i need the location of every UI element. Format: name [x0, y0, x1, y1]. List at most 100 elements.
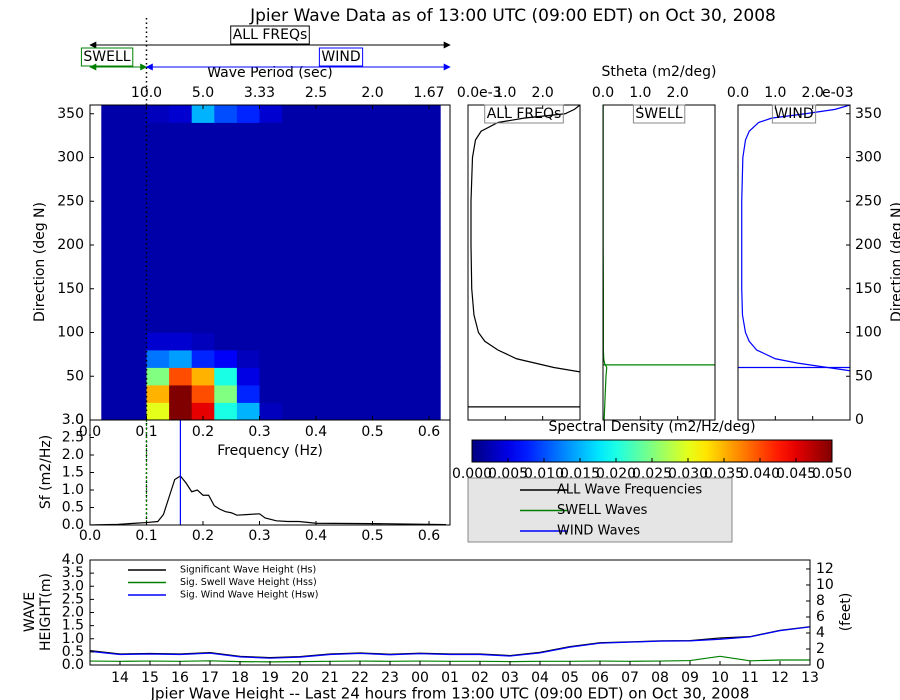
direction-curve [741, 105, 850, 372]
y-tick-label: 200 [57, 237, 84, 253]
heat-cell [282, 175, 306, 193]
heat-cell [214, 332, 238, 351]
heat-cell [101, 332, 125, 351]
heat-cell [191, 192, 215, 211]
heat-cell [417, 332, 441, 351]
x-tick-label: 0.6 [418, 528, 440, 544]
heat-cell [327, 175, 351, 193]
heat-cell [123, 105, 147, 123]
heat-cell [259, 350, 283, 368]
heat-cell [101, 297, 125, 316]
heat-cell [123, 140, 147, 158]
x2-tick-label: 3.33 [244, 85, 275, 101]
heat-cell [327, 105, 351, 123]
heat-cell [236, 350, 260, 368]
heat-cell [236, 315, 260, 333]
heat-cell [349, 105, 373, 123]
heat-cell [372, 350, 396, 368]
heat-cell [282, 262, 306, 281]
heat-cell [101, 315, 125, 333]
heat-cell [372, 297, 396, 316]
heat-cell [417, 192, 441, 211]
x-tick-label: 0.5 [361, 528, 383, 544]
heat-cell [236, 245, 260, 263]
heat-cell [417, 157, 441, 176]
heat-cell [236, 175, 260, 193]
heat-cell [146, 175, 170, 193]
heat-cell [146, 157, 170, 176]
heat-cell [349, 350, 373, 368]
heat-cell [169, 210, 193, 228]
heat-cell [349, 280, 373, 298]
heat-cell [372, 332, 396, 351]
heat-cell [349, 367, 373, 386]
heat-cell [123, 385, 147, 403]
heat-cell [395, 262, 419, 281]
heat-cell [236, 402, 260, 420]
heat-cell [259, 192, 283, 211]
heat-cell [259, 157, 283, 176]
y2-tick-label: 2 [816, 641, 825, 657]
heat-cell [372, 402, 396, 420]
heat-cell [123, 280, 147, 298]
y-tick-label: 1.0 [62, 631, 84, 647]
x-offset-label: e-3 [479, 85, 502, 101]
heat-cell [259, 175, 283, 193]
y-tick-label: 1.0 [62, 482, 84, 498]
heat-cell [304, 332, 328, 351]
colorbar-label: Spectral Density (m2/Hz/deg) [548, 419, 755, 435]
heat-cell [395, 245, 419, 263]
x2-tick-label: 5.0 [192, 85, 214, 101]
heat-cell [236, 297, 260, 316]
x-tick-label: 06 [591, 670, 609, 686]
x-tick-label: 2.0 [667, 85, 689, 101]
axes-frame [89, 559, 811, 666]
heat-cell [169, 227, 193, 246]
heat-cell [282, 122, 306, 141]
y2-tick-label: 4 [816, 625, 825, 641]
heat-cell [191, 245, 215, 263]
heat-cell [101, 175, 125, 193]
heat-cell [395, 140, 419, 158]
x-tick-label: 20 [291, 670, 309, 686]
heat-cell [169, 280, 193, 298]
heat-cell [259, 105, 283, 123]
heat-cell [304, 297, 328, 316]
heat-cell [327, 140, 351, 158]
heat-cell [169, 297, 193, 316]
heat-cell [304, 175, 328, 193]
heat-cell [123, 262, 147, 281]
heat-cell [259, 385, 283, 403]
heat-cell [372, 385, 396, 403]
heat-cell [282, 402, 306, 420]
x-tick-label: 04 [531, 670, 549, 686]
colorbar-tick-label: 0.045 [776, 466, 816, 482]
height-line [90, 626, 810, 659]
y-tick-label: 2.0 [62, 447, 84, 463]
heat-cell [304, 210, 328, 228]
heat-cell [372, 367, 396, 386]
direction-curve [470, 105, 580, 373]
x-tick-label: 0.4 [305, 424, 327, 440]
heat-cell [282, 245, 306, 263]
heat-cell [169, 262, 193, 281]
x-tick-label: 0.3 [248, 528, 270, 544]
heat-cell [214, 315, 238, 333]
heat-cell [282, 210, 306, 228]
heat-cell [214, 350, 238, 368]
heat-cell [214, 402, 238, 420]
heat-cell [282, 140, 306, 158]
heat-cell [214, 140, 238, 158]
legend-label: ALL Wave Frequencies [557, 483, 702, 498]
y-axis-label: HEIGHT(m) [38, 573, 54, 651]
axes-frame [602, 104, 716, 421]
heat-cell [169, 140, 193, 158]
heat-cell [123, 122, 147, 141]
heat-cell [146, 280, 170, 298]
x-tick-label: 11 [741, 670, 759, 686]
x-tick-label: 15 [141, 670, 159, 686]
heat-cell [146, 140, 170, 158]
heat-cell [169, 350, 193, 368]
heat-cell [146, 332, 170, 351]
heat-cell [236, 262, 260, 281]
